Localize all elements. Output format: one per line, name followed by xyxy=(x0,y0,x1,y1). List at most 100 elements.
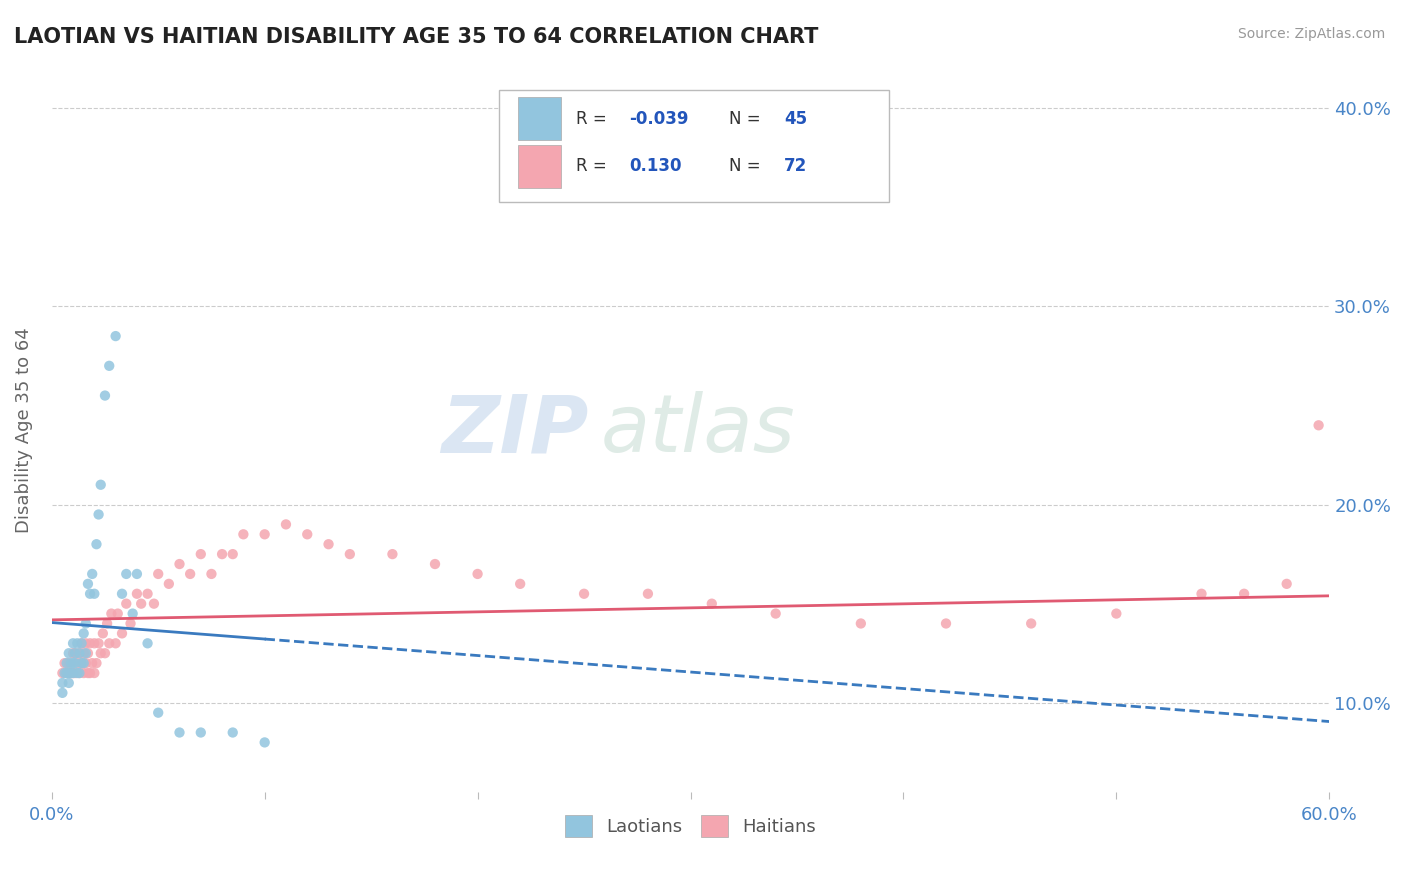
Y-axis label: Disability Age 35 to 64: Disability Age 35 to 64 xyxy=(15,327,32,533)
FancyBboxPatch shape xyxy=(499,90,889,202)
Point xyxy=(73,666,96,681)
Point xyxy=(1275,577,1298,591)
Text: LAOTIAN VS HAITIAN DISABILITY AGE 35 TO 64 CORRELATION CHART: LAOTIAN VS HAITIAN DISABILITY AGE 35 TO … xyxy=(14,27,818,46)
Point xyxy=(83,636,105,650)
Point xyxy=(136,636,159,650)
Point xyxy=(55,666,77,681)
Point xyxy=(79,587,101,601)
Point xyxy=(253,527,276,541)
Point xyxy=(82,566,104,581)
Point xyxy=(62,636,84,650)
Point xyxy=(82,656,104,670)
Point xyxy=(73,646,96,660)
Point xyxy=(637,587,659,601)
Point xyxy=(125,566,148,581)
Point xyxy=(73,626,96,640)
Point xyxy=(169,557,191,571)
Text: -0.039: -0.039 xyxy=(630,110,689,128)
Point xyxy=(63,666,86,681)
Point xyxy=(232,527,254,541)
Point xyxy=(59,666,82,681)
Point xyxy=(849,616,872,631)
Point xyxy=(62,666,84,681)
Point xyxy=(129,597,152,611)
Point xyxy=(58,656,80,670)
Point xyxy=(55,666,77,681)
Point xyxy=(51,676,73,690)
Point xyxy=(1105,607,1128,621)
Point xyxy=(66,636,89,650)
Point xyxy=(53,656,76,670)
Point xyxy=(87,508,110,522)
Point xyxy=(90,477,112,491)
Text: N =: N = xyxy=(728,157,766,175)
Point xyxy=(274,517,297,532)
Point xyxy=(111,626,134,640)
Point xyxy=(211,547,233,561)
Text: atlas: atlas xyxy=(602,392,796,469)
Point xyxy=(79,636,101,650)
Point xyxy=(66,656,89,670)
Point xyxy=(107,607,129,621)
Text: ZIP: ZIP xyxy=(441,392,588,469)
Point xyxy=(509,577,531,591)
Point xyxy=(70,636,93,650)
Text: 0.130: 0.130 xyxy=(630,157,682,175)
Point xyxy=(94,388,117,402)
Point xyxy=(148,706,170,720)
Point xyxy=(67,646,90,660)
Point xyxy=(148,566,170,581)
Point xyxy=(58,646,80,660)
Point xyxy=(75,646,97,660)
Point xyxy=(63,656,86,670)
Point xyxy=(90,646,112,660)
Point xyxy=(1233,587,1256,601)
Point xyxy=(86,656,108,670)
Point xyxy=(63,646,86,660)
Point xyxy=(75,616,97,631)
Point xyxy=(572,587,595,601)
Legend: Laotians, Haitians: Laotians, Haitians xyxy=(558,808,824,845)
Point xyxy=(53,666,76,681)
Point xyxy=(115,597,138,611)
Point xyxy=(1019,616,1042,631)
Point xyxy=(111,587,134,601)
Point xyxy=(115,566,138,581)
Point xyxy=(467,566,489,581)
Point xyxy=(1191,587,1213,601)
Point xyxy=(59,666,82,681)
Point xyxy=(297,527,319,541)
Point xyxy=(67,666,90,681)
Point xyxy=(83,587,105,601)
Point xyxy=(125,587,148,601)
FancyBboxPatch shape xyxy=(517,97,561,140)
Point xyxy=(700,597,723,611)
Point xyxy=(100,607,122,621)
Point xyxy=(169,725,191,739)
Point xyxy=(339,547,361,561)
Point xyxy=(63,646,86,660)
Point xyxy=(142,597,165,611)
Point xyxy=(318,537,340,551)
Point xyxy=(91,626,114,640)
Point xyxy=(58,666,80,681)
Text: R =: R = xyxy=(575,110,612,128)
Point xyxy=(190,725,212,739)
Point xyxy=(87,636,110,650)
Point xyxy=(179,566,201,581)
Point xyxy=(765,607,787,621)
Point xyxy=(77,646,100,660)
Point xyxy=(104,329,127,343)
Point xyxy=(190,547,212,561)
Text: 72: 72 xyxy=(783,157,807,175)
Point xyxy=(70,656,93,670)
Point xyxy=(70,636,93,650)
Point xyxy=(136,587,159,601)
Point xyxy=(55,656,77,670)
Point xyxy=(86,537,108,551)
Point xyxy=(58,676,80,690)
Point xyxy=(222,725,245,739)
Point xyxy=(98,359,121,373)
Text: N =: N = xyxy=(728,110,766,128)
Point xyxy=(62,666,84,681)
